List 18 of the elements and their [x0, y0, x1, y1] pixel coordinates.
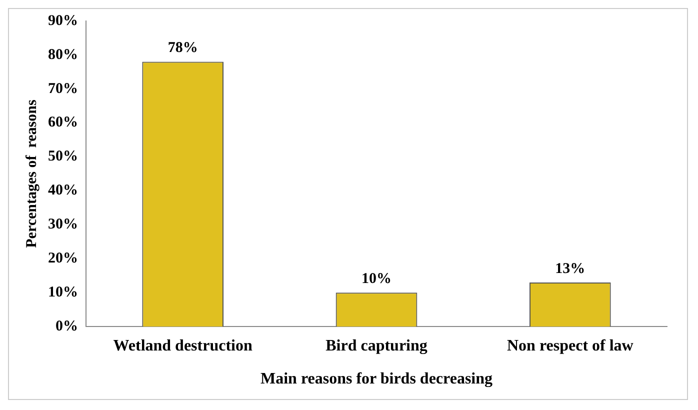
y-tick-label: 10% — [48, 284, 78, 301]
x-tick-label: Bird capturing — [326, 337, 428, 354]
y-tick-label: 40% — [48, 182, 78, 199]
data-label: 10% — [362, 271, 392, 288]
y-tick-label: 70% — [48, 80, 78, 97]
y-tick-label: 50% — [48, 148, 78, 165]
y-axis-title: Percentages of reasons — [24, 100, 40, 248]
y-tick-label: 30% — [48, 216, 78, 233]
data-label: 78% — [168, 40, 198, 56]
x-tick-label: Non respect of law — [506, 337, 634, 354]
x-tick-label: Wetland destruction — [113, 337, 252, 354]
y-tick-label: 0% — [56, 318, 78, 334]
x-axis-title: Main reasons for birds decreasing — [260, 370, 493, 388]
y-tick-label: 90% — [48, 12, 78, 29]
y-tick-label: 80% — [48, 46, 78, 63]
y-tick-label: 60% — [48, 114, 78, 131]
data-label: 13% — [555, 260, 586, 277]
y-tick-label: 20% — [48, 250, 78, 267]
